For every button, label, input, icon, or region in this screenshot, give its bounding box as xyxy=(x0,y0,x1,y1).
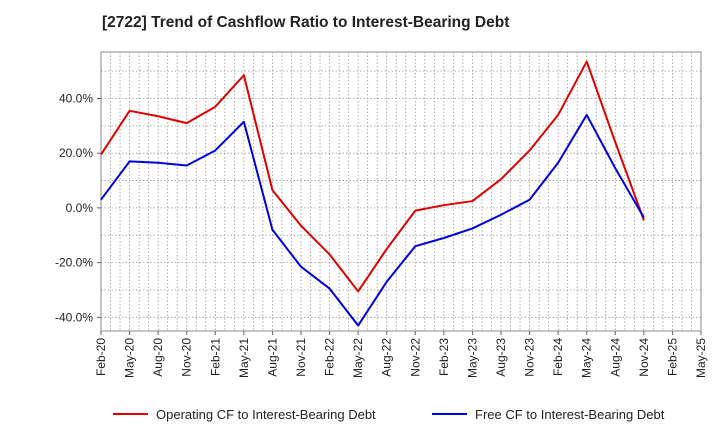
x-tick-label: May-21 xyxy=(237,338,251,378)
y-tick-label: 40.0% xyxy=(59,92,93,106)
x-tick-label: Feb-23 xyxy=(437,338,451,376)
x-tick-label: Feb-24 xyxy=(551,338,565,376)
grid-layer xyxy=(101,52,701,331)
legend-label: Operating CF to Interest-Bearing Debt xyxy=(156,407,376,422)
x-tick-label: Nov-24 xyxy=(637,338,651,377)
y-tick-label: -40.0% xyxy=(55,310,93,324)
x-tick-label: Feb-22 xyxy=(323,338,337,376)
x-tick-label: May-23 xyxy=(465,338,479,378)
x-tick-label: Nov-21 xyxy=(294,338,308,377)
x-tick-label: Nov-20 xyxy=(180,338,194,377)
x-tick-label: Aug-20 xyxy=(151,338,165,377)
y-tick-label: 20.0% xyxy=(59,146,93,160)
x-tick-label: Aug-21 xyxy=(265,338,279,377)
x-tick-label: Aug-24 xyxy=(608,338,622,377)
x-tick-label: Aug-22 xyxy=(380,338,394,377)
x-axis: Feb-20 May-20 Aug-20 Nov-20 Feb-21 May-21 Aug-… xyxy=(94,331,708,378)
x-tick-label: Feb-21 xyxy=(208,338,222,376)
y-axis: -40.0% -20.0% 0.0% 20.0% 40.0% xyxy=(55,92,101,324)
x-tick-label: Feb-25 xyxy=(665,338,679,376)
x-tick-label: Feb-20 xyxy=(94,338,108,376)
y-tick-label: 0.0% xyxy=(66,201,94,215)
plot-frame xyxy=(100,51,702,332)
series-line-operating-cf xyxy=(100,60,645,293)
x-tick-label: May-25 xyxy=(694,338,708,378)
x-tick-label: Nov-23 xyxy=(523,338,537,377)
x-tick-label: May-24 xyxy=(580,338,594,378)
chart-title: [2722] Trend of Cashflow Ratio to Intere… xyxy=(102,14,510,31)
x-tick-label: Nov-22 xyxy=(408,338,422,377)
series-line-free-cf xyxy=(100,113,645,327)
x-tick-label: May-22 xyxy=(351,338,365,378)
legend-label: Free CF to Interest-Bearing Debt xyxy=(475,407,665,422)
legend: Operating CF to Interest-Bearing Debt Fre… xyxy=(113,407,665,422)
x-tick-label: May-20 xyxy=(123,338,137,378)
x-tick-label: Aug-23 xyxy=(494,338,508,377)
y-tick-label: -20.0% xyxy=(55,256,93,270)
series-layer xyxy=(100,60,645,327)
